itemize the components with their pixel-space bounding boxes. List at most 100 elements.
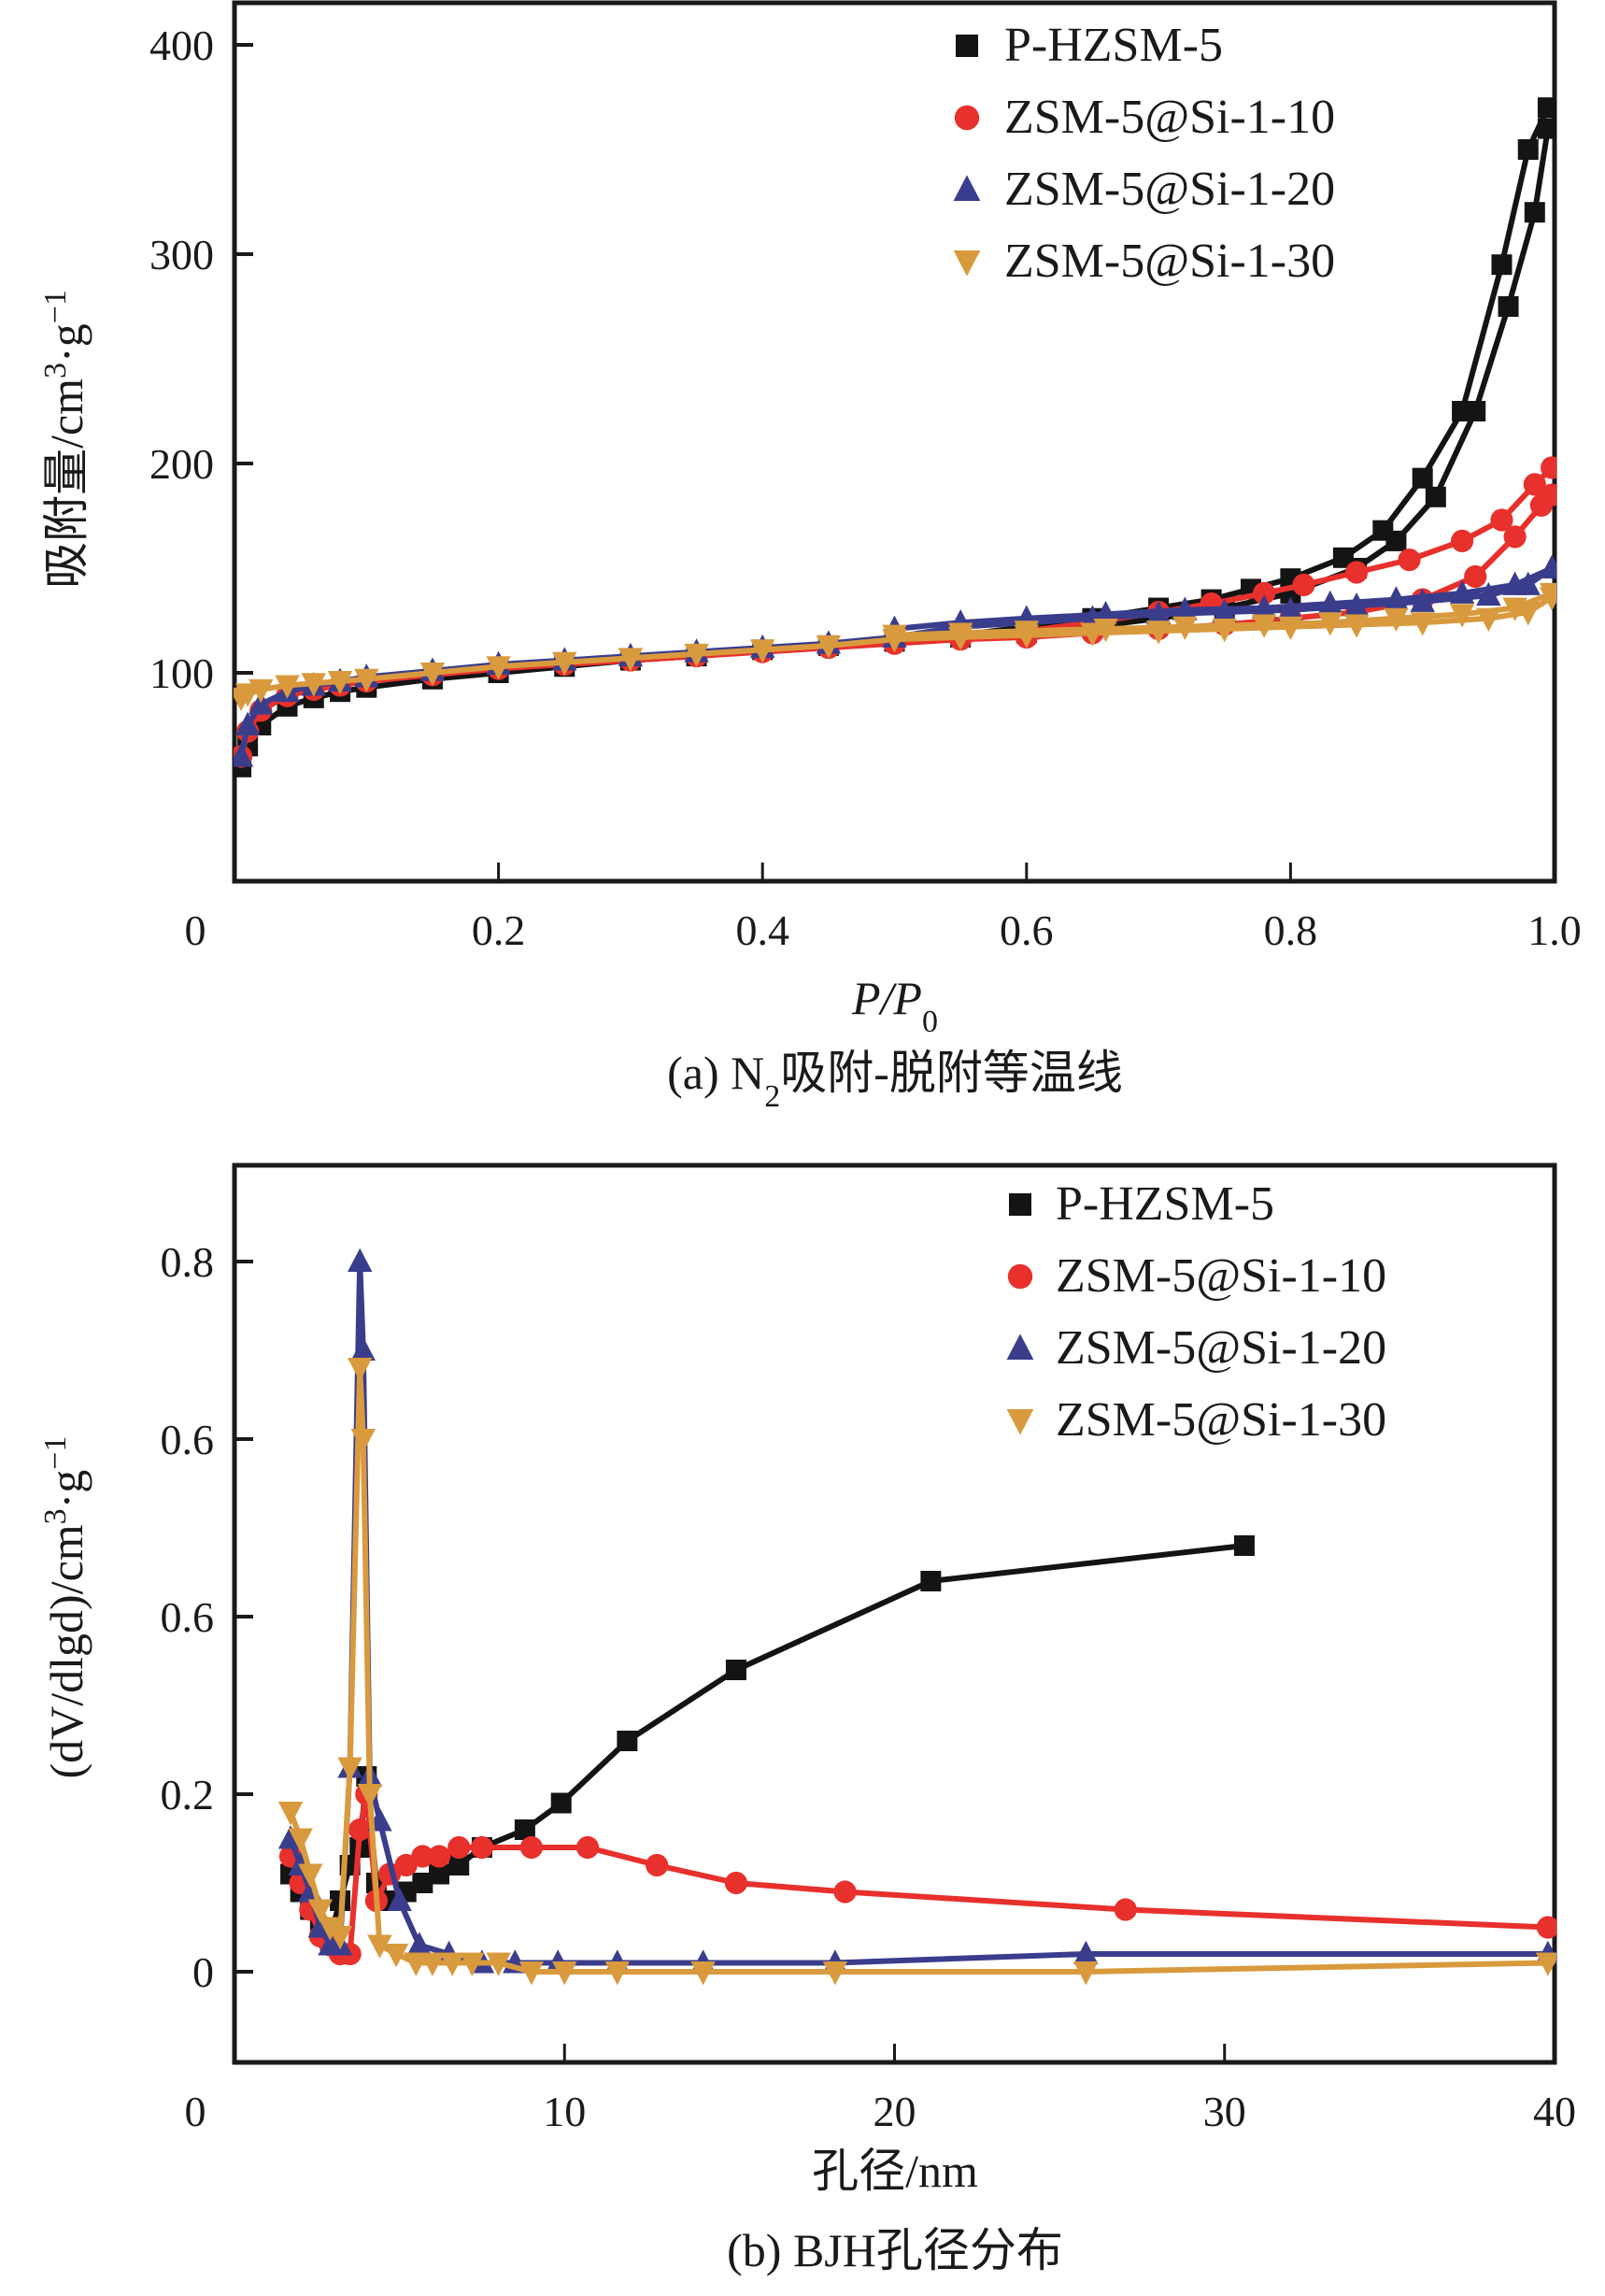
data-point [1384, 607, 1409, 633]
data-point [1093, 600, 1118, 625]
series-zsm-5-si-1-20 [234, 554, 1556, 767]
data-point [550, 1792, 572, 1814]
legend-marker-circle-icon [1007, 1263, 1033, 1290]
data-point [1502, 571, 1527, 595]
panel-a-isotherm: 0 0.2 0.4 0.6 0.8 1.0 100 200 300 400 P-HZSM-5 ZSM… [38, 0, 1582, 1114]
data-point [1398, 548, 1421, 572]
data-point [298, 1863, 323, 1888]
data-point [833, 1880, 857, 1904]
data-point [1412, 467, 1433, 489]
data-point [552, 1961, 577, 1986]
series-group [234, 97, 1556, 777]
data-point [327, 670, 353, 695]
x-axis-title: 孔径/nm [812, 2145, 978, 2197]
data-point [387, 1887, 412, 1911]
legend-entry: ZSM-5@Si-1-10 [954, 91, 1335, 144]
data-point [419, 1952, 446, 1976]
data-point [1449, 579, 1475, 604]
panel-a-caption: (a) N2吸附-脱附等温线 [667, 1047, 1123, 1114]
x-tick-label: 0.6 [1000, 906, 1054, 954]
data-point [1503, 525, 1527, 549]
series-group [277, 1248, 1556, 1986]
data-point [1317, 612, 1342, 636]
data-point [1517, 139, 1539, 160]
x-tick-label: 40 [1533, 2088, 1576, 2135]
y-axis-title: (dV/dlgd)/cm3·g−1 [38, 1435, 93, 1778]
data-point [1537, 97, 1556, 119]
legend-entry: ZSM-5@Si-1-20 [1006, 1321, 1386, 1375]
data-point [411, 1845, 434, 1868]
data-point [822, 1961, 848, 1986]
data-point [348, 1818, 372, 1842]
data-point [234, 711, 261, 735]
data-point [1251, 594, 1277, 619]
data-point [816, 635, 842, 660]
y-tick-label: 0 [192, 1948, 214, 1996]
legend-entry: P-HZSM-5 [956, 19, 1223, 72]
data-point [1253, 581, 1276, 605]
data-point [1541, 456, 1556, 479]
y-axis-title: 吸附量/cm3·g−1 [38, 290, 93, 589]
data-point [750, 639, 775, 663]
legend-entry: ZSM-5@Si-1-10 [1007, 1249, 1386, 1303]
data-point [1233, 1535, 1255, 1556]
data-point [419, 663, 446, 687]
data-point [394, 1853, 418, 1877]
data-point [1536, 1916, 1556, 1939]
data-point [1490, 508, 1513, 532]
data-point [486, 1952, 511, 1976]
data-point [354, 668, 379, 693]
data-point [1073, 1961, 1099, 1986]
x-tick-label: 30 [1203, 2088, 1246, 2135]
panel-b-pore-distribution: 0 10 20 30 40 0 0.2 0.6 0.6 0.8 P-HZSM-5 ZSM-5@Si-… [38, 1162, 1576, 2276]
data-point [618, 648, 644, 672]
legend-entry: ZSM-5@Si-1-30 [1006, 1393, 1386, 1447]
data-point [412, 1873, 433, 1893]
data-point [406, 1932, 433, 1956]
data-point [1449, 604, 1475, 628]
data-point [1372, 520, 1394, 541]
data-point [1464, 564, 1487, 589]
x-tick-label: 0 [185, 2088, 206, 2135]
data-point [1073, 1940, 1099, 1964]
legend-marker-triangle-down-icon [953, 250, 981, 277]
x-tick-label: 0 [185, 906, 206, 954]
data-point [460, 1952, 485, 1976]
data-point [947, 622, 973, 647]
y-tick-label: 400 [149, 21, 214, 69]
data-point [617, 1731, 638, 1751]
legend-label: P-HZSM-5 [1004, 19, 1223, 72]
x-tick-label: 10 [543, 2088, 586, 2135]
legend-label: ZSM-5@Si-1-10 [1004, 91, 1335, 144]
data-point [1450, 529, 1474, 552]
legend-entry: ZSM-5@Si-1-30 [953, 235, 1335, 288]
data-point [920, 1571, 942, 1591]
data-point [1535, 1952, 1556, 1976]
data-point [1172, 596, 1198, 620]
data-point [1317, 590, 1342, 615]
data-point [439, 1952, 465, 1976]
data-point [1292, 573, 1315, 597]
data-point [646, 1853, 669, 1877]
legend-marker-circle-icon [954, 105, 980, 131]
panel-b-caption: (b) BJH孔径分布 [727, 2224, 1063, 2276]
data-point [518, 1961, 545, 1986]
y-tick-label: 0.6 [161, 1593, 215, 1641]
series-line [288, 1365, 1548, 1975]
data-point [1344, 561, 1369, 584]
data-point [1498, 296, 1519, 317]
data-point [1539, 582, 1556, 607]
legend-marker-square-icon [956, 35, 978, 57]
data-point [1384, 586, 1409, 610]
x-tick-label: 0.2 [472, 906, 526, 954]
data-point [1172, 616, 1198, 641]
data-point [448, 1855, 470, 1875]
y-tick-label: 200 [149, 440, 214, 488]
axis-ticks [234, 43, 1292, 881]
data-point [1425, 486, 1446, 507]
legend-label: P-HZSM-5 [1056, 1177, 1274, 1231]
legend-entry: ZSM-5@Si-1-20 [953, 163, 1335, 216]
data-point [882, 624, 907, 649]
y-tick-label: 0.6 [161, 1416, 215, 1463]
data-point [1476, 581, 1501, 606]
